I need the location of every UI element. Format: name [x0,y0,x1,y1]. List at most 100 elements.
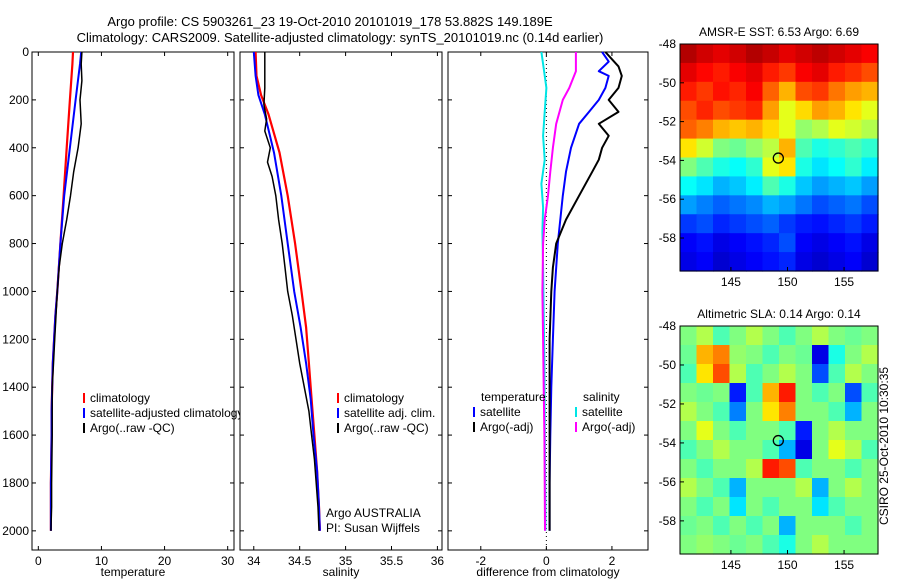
map-cell [713,402,731,422]
map-cell [680,383,698,403]
map-cell [779,364,797,384]
map-cell [729,535,747,555]
map-cell [729,478,747,498]
map-cell [779,497,797,517]
x-tick-label: 30 [221,554,235,568]
map-cell [713,478,731,498]
x-axis-label: difference from climatology [476,565,619,579]
map-cell [746,402,764,422]
map-cell [795,176,813,196]
x-tick-label: 0 [35,554,42,568]
y-tick-label: 800 [9,237,29,251]
temperature-frame [31,51,235,551]
y-tick-label: -48 [659,37,677,51]
map-cell [729,100,747,121]
x-tick-label: 150 [777,275,797,289]
y-tick-label: 1600 [2,428,29,442]
map-cell [746,383,764,403]
map-cell [696,62,714,83]
map-cell [762,459,780,479]
map-cell [861,252,879,272]
salinity-frame [239,51,443,551]
map-cell [729,119,747,140]
map-cell [812,195,830,215]
legend-label: Argo(..raw -QC) [344,421,429,435]
y-tick-label: 600 [9,189,29,203]
legend-label: satellite [480,405,521,419]
map-cell [713,535,731,555]
map-cell [812,119,830,140]
map-cell [762,402,780,422]
map-cell [795,233,813,253]
map-cell [812,497,830,517]
map-cell [828,440,846,460]
map-cell [696,516,714,536]
y-tick-label: 2000 [2,524,29,538]
map-cell [861,119,879,140]
map-cell [680,516,698,536]
map-cell [746,252,764,272]
map-cell [680,62,698,83]
map-cell [845,402,863,422]
sla_map-panel: Altimetric SLA: 0.14 Argo: 0.14 -48 -50 -52… [659,307,879,572]
map-cell [746,62,764,83]
map-cell [713,119,731,140]
map-cell [828,497,846,517]
map-cell [812,440,830,460]
map-cell [828,119,846,140]
map-cell [795,62,813,83]
map-cell [828,44,846,64]
legend-label: satellite adj. clim. [344,406,435,420]
map-frame [679,325,879,555]
x-tick-label: 150 [777,558,797,572]
legend-header: temperature [481,390,546,404]
map-cell [713,62,731,83]
map-cell [845,535,863,555]
map-cell [713,81,731,102]
y-tick-label: 1000 [2,284,29,298]
map-cell [812,535,830,555]
map-cell [746,516,764,536]
map-cell [828,516,846,536]
map-cell [861,535,879,555]
x-axis-label: salinity [323,565,360,579]
difference-frame [447,51,649,551]
map-cell [680,44,698,64]
map-cell [828,459,846,479]
map-cell [845,478,863,498]
map-cell [795,516,813,536]
map-cell [762,62,780,83]
legend-label: Argo(-adj) [582,420,635,434]
map-cell [861,233,879,253]
map-frame [679,43,879,272]
map-cell [845,233,863,253]
argo-position-marker [772,152,784,164]
map-cell [861,345,879,365]
map-cell [680,402,698,422]
x-tick-label: 155 [834,558,854,572]
map-cell [696,345,714,365]
map-cell [680,233,698,253]
map-cell [762,195,780,215]
map-cell [762,157,780,178]
map-cell [795,421,813,441]
map-cell [845,440,863,460]
y-tick-label: -54 [659,436,677,450]
map-cell [779,233,797,253]
y-tick-label: 400 [9,141,29,155]
map-cell [828,62,846,83]
map-cell [812,421,830,441]
map-cell [713,44,731,64]
map-cell [795,478,813,498]
map-cell [861,364,879,384]
map-cell [696,326,714,346]
map-cell [746,195,764,215]
map-cell [828,402,846,422]
map-cell [779,214,797,234]
map-cell [812,383,830,403]
map-cell [762,214,780,234]
map-cell [812,81,830,102]
map-cell [680,100,698,121]
map-cell [696,214,714,234]
map-cell [762,364,780,384]
